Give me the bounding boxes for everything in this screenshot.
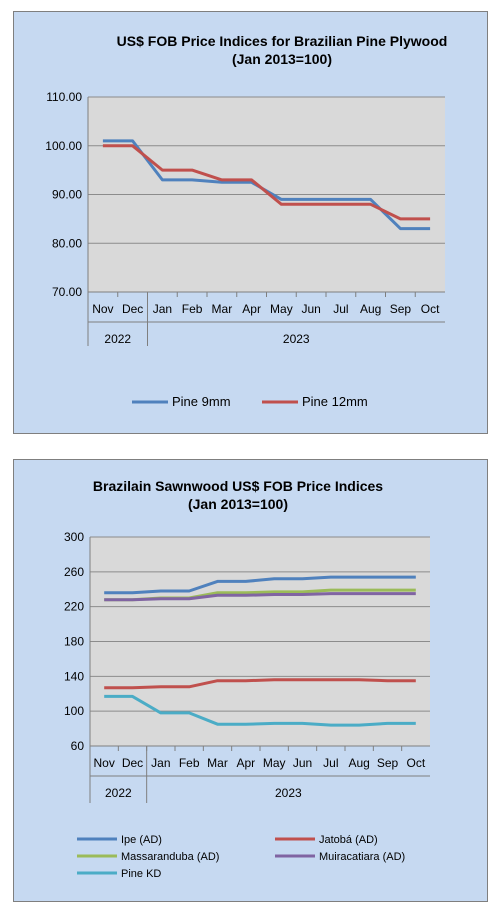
- chart-subtitle: (Jan 2013=100): [232, 51, 332, 67]
- y-tick-label: 220: [64, 600, 84, 614]
- y-tick-label: 110.00: [46, 90, 82, 104]
- x-tick-label: Aug: [348, 756, 369, 770]
- x-tick-label: Jan: [151, 756, 170, 770]
- chart-subtitle: (Jan 2013=100): [188, 496, 288, 512]
- year-label: 2023: [275, 786, 302, 800]
- legend-label: Jatobá (AD): [319, 834, 378, 846]
- plywood-chart: US$ FOB Price Indices for Brazilian Pine…: [45, 33, 448, 409]
- series-line-2: [104, 678, 416, 690]
- y-tick-label: 100: [64, 704, 84, 718]
- legend-label: Massaranduba (AD): [121, 851, 219, 863]
- y-tick-label: 300: [64, 530, 84, 544]
- series-line-1: [104, 575, 416, 595]
- x-tick-label: Apr: [242, 302, 261, 316]
- x-tick-label: Dec: [122, 302, 143, 316]
- x-tick-label: Sep: [390, 302, 412, 316]
- legend-label: Pine 12mm: [302, 394, 368, 409]
- y-tick-label: 90.00: [52, 188, 82, 202]
- x-tick-label: Oct: [421, 302, 440, 316]
- sawnwood-chart-panel: Brazilain Sawnwood US$ FOB Price Indices…: [13, 459, 488, 902]
- legend-label: Pine 9mm: [172, 394, 231, 409]
- x-tick-label: Jan: [153, 302, 172, 316]
- year-label: 2022: [104, 332, 131, 346]
- x-tick-label: Sep: [377, 756, 399, 770]
- legend-label: Pine KD: [121, 868, 161, 880]
- x-tick-label: Jul: [333, 302, 348, 316]
- y-tick-label: 100.00: [45, 139, 82, 153]
- x-tick-label: Jun: [301, 302, 320, 316]
- y-tick-label: 180: [64, 635, 84, 649]
- x-tick-label: May: [263, 756, 286, 770]
- legend-label: Ipe (AD): [121, 834, 162, 846]
- legend-label: Muiracatiara (AD): [319, 851, 405, 863]
- x-tick-label: Aug: [360, 302, 381, 316]
- series-line-4: [104, 592, 416, 602]
- chart-title: US$ FOB Price Indices for Brazilian Pine…: [117, 33, 448, 49]
- x-tick-label: Feb: [179, 756, 200, 770]
- x-tick-label: Nov: [93, 756, 114, 770]
- sawnwood-chart: Brazilain Sawnwood US$ FOB Price Indices…: [64, 478, 430, 880]
- y-tick-label: 80.00: [52, 236, 82, 250]
- x-tick-label: May: [270, 302, 293, 316]
- y-tick-label: 70.00: [52, 285, 82, 299]
- x-tick-label: Oct: [406, 756, 425, 770]
- x-tick-label: Jul: [323, 756, 338, 770]
- x-tick-label: Feb: [182, 302, 203, 316]
- y-tick-label: 260: [64, 565, 84, 579]
- series-line-2: [102, 144, 431, 221]
- series-line-5: [104, 694, 416, 727]
- x-tick-label: Mar: [207, 756, 228, 770]
- year-label: 2022: [105, 786, 132, 800]
- y-tick-label: 140: [64, 669, 84, 683]
- x-tick-label: Dec: [122, 756, 143, 770]
- x-tick-label: Mar: [212, 302, 233, 316]
- plywood-chart-panel: US$ FOB Price Indices for Brazilian Pine…: [13, 11, 488, 434]
- chart-title: Brazilain Sawnwood US$ FOB Price Indices: [93, 478, 383, 494]
- x-tick-label: Nov: [92, 302, 113, 316]
- year-label: 2023: [283, 332, 310, 346]
- x-tick-label: Jun: [293, 756, 312, 770]
- y-tick-label: 60: [71, 739, 85, 753]
- x-tick-label: Apr: [236, 756, 255, 770]
